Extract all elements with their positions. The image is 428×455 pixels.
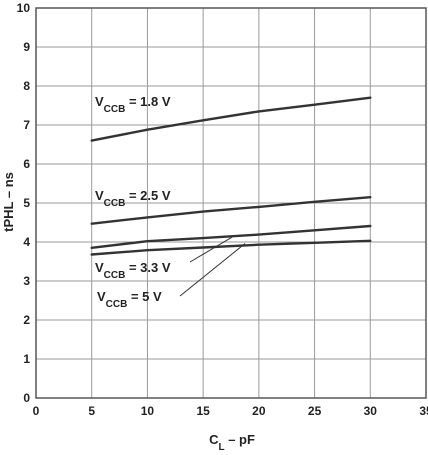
series-leader-line-4 xyxy=(179,243,246,297)
series-label-sub: CCB xyxy=(104,270,126,281)
series-label-sub: CCB xyxy=(104,198,126,209)
series-label-rest: = 3.3 V xyxy=(125,260,170,275)
y-tick-label: 6 xyxy=(23,157,30,171)
series-label-rest: = 5 V xyxy=(127,289,162,304)
y-tick-label: 5 xyxy=(23,196,30,210)
x-tick-label: 0 xyxy=(33,404,40,418)
series-label-sub: CCB xyxy=(106,299,128,310)
y-tick-label: 0 xyxy=(23,391,30,405)
y-tick-label: 10 xyxy=(17,1,31,15)
x-axis-title: CL – pF xyxy=(209,432,255,450)
grid-layer xyxy=(35,7,427,399)
y-axis-title: tPHL – ns xyxy=(1,172,16,232)
y-tick-label: 2 xyxy=(23,313,30,327)
series-label-main: V xyxy=(95,94,104,109)
series-line-4 xyxy=(90,239,372,256)
x-tick-label: 20 xyxy=(252,404,266,418)
series-label-main: V xyxy=(95,260,104,275)
series-label-main: V xyxy=(97,289,106,304)
x-tick-label: 25 xyxy=(308,404,322,418)
series-leader-line-3 xyxy=(189,236,233,263)
y-tick-label: 7 xyxy=(23,118,30,132)
tick-layer: 0 5 10 15 20 25 30 35 0 1 2 3 4 5 6 7 8 9 10 xyxy=(17,1,428,418)
y-tick-label: 4 xyxy=(23,235,30,249)
x-axis-title-sub: L xyxy=(218,442,224,451)
y-tick-label: 9 xyxy=(23,40,30,54)
x-tick-label: 35 xyxy=(419,404,428,418)
series-line-1 xyxy=(90,96,372,142)
y-tick-label: 1 xyxy=(23,352,30,366)
series-label-1: VCCB = 1.8 V xyxy=(95,94,171,115)
x-tick-label: 5 xyxy=(88,404,95,418)
series-line-3 xyxy=(90,224,372,250)
series-label-rest: = 1.8 V xyxy=(125,94,170,109)
x-axis-title-main: C xyxy=(209,432,219,447)
series-layer xyxy=(90,96,372,256)
y-tick-label: 3 xyxy=(23,274,30,288)
series-label-2: VCCB = 2.5 V xyxy=(95,188,171,209)
x-tick-label: 10 xyxy=(141,404,155,418)
series-label-rest: = 2.5 V xyxy=(125,188,170,203)
series-label-3: VCCB = 3.3 V xyxy=(95,260,171,281)
series-label-main: V xyxy=(95,188,104,203)
plot-frame xyxy=(35,7,427,399)
y-tick-label: 8 xyxy=(23,79,30,93)
series-label-sub: CCB xyxy=(104,104,126,115)
x-tick-label: 30 xyxy=(364,404,378,418)
x-axis-title-rest: – pF xyxy=(225,432,255,447)
x-tick-label: 15 xyxy=(196,404,210,418)
series-line-2 xyxy=(90,195,372,225)
series-label-4: VCCB = 5 V xyxy=(97,289,162,310)
